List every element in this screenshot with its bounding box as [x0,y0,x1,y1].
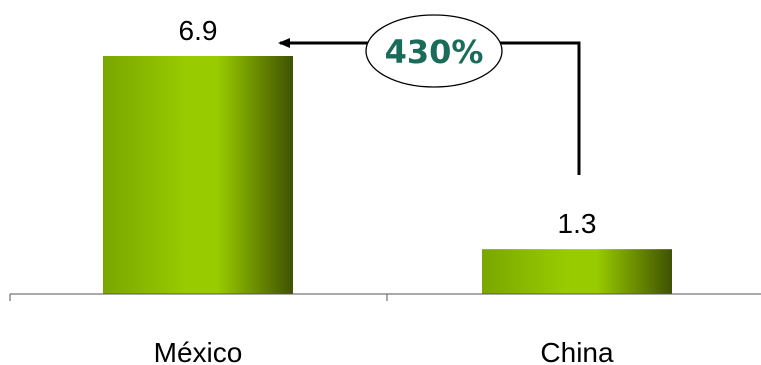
category-label: China [540,337,614,365]
growth-annotation: 430% [278,14,581,175]
growth-ellipse [365,14,503,88]
bar-mexico [103,56,293,294]
bars-group [103,56,672,294]
bar-value-label: 6.9 [179,15,218,46]
growth-percent-label: 430% [385,33,484,71]
x-axis [9,293,761,301]
bar-value-label: 1.3 [558,208,597,239]
category-label: México [154,337,243,365]
value-labels-group: 6.9 1.3 [179,15,597,239]
category-labels-group: México China [154,337,614,365]
bar-china [482,249,672,294]
